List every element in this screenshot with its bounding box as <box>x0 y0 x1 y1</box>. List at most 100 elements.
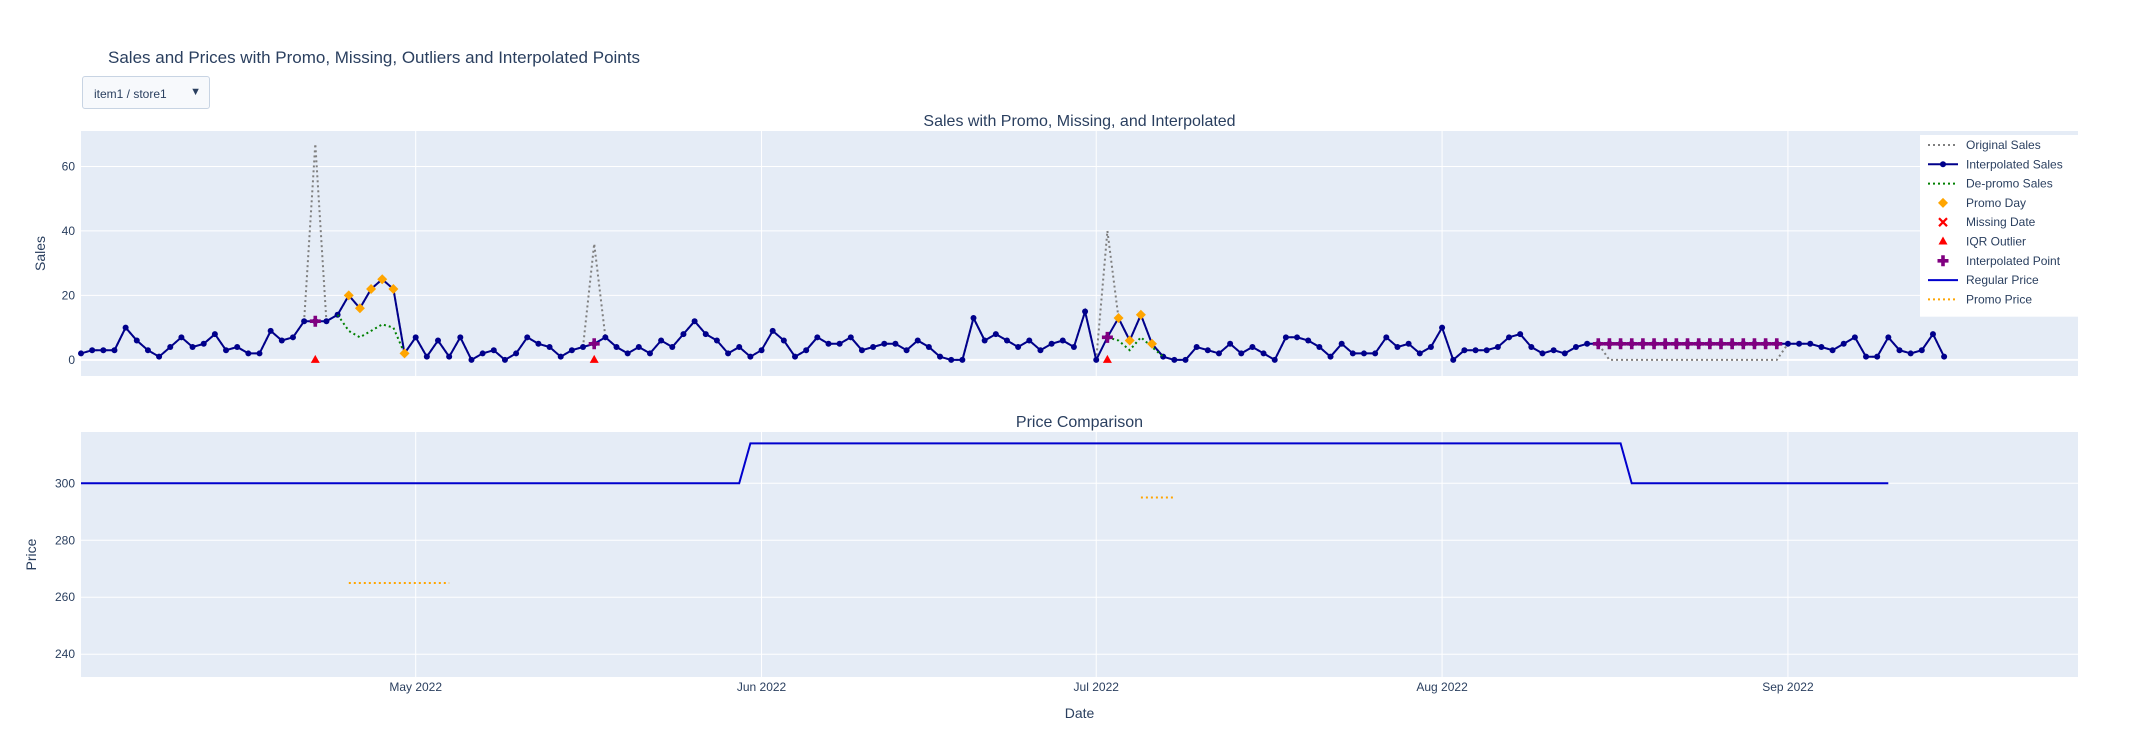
interpolated-sales-point <box>691 318 698 325</box>
promo-day-marker <box>366 283 377 294</box>
promo-day-marker <box>388 283 399 294</box>
interpolated-sales-point <box>1784 340 1791 347</box>
interpolated-point-marker <box>1760 338 1772 350</box>
interpolated-sales-point <box>658 337 665 344</box>
legend-item: Promo Day <box>1938 196 2026 210</box>
interpolated-sales-point <box>1305 337 1312 344</box>
sales-y-tick-label: 40 <box>62 224 76 238</box>
interpolated-sales-point <box>1093 356 1100 363</box>
interpolated-sales-point <box>1372 350 1379 357</box>
legend-item: Interpolated Sales <box>1928 157 2063 171</box>
interpolated-sales-point <box>1907 350 1914 357</box>
interpolated-sales-point <box>780 337 787 344</box>
interpolated-sales-point <box>713 337 720 344</box>
interpolated-sales-point <box>847 334 854 341</box>
interpolated-sales-point <box>1394 343 1401 350</box>
interpolated-sales-point <box>435 337 442 344</box>
interpolated-sales-point <box>1360 350 1367 357</box>
legend-label: Original Sales <box>1966 138 2041 152</box>
interpolated-sales-point <box>78 350 84 357</box>
interpolated-sales-point <box>613 343 620 350</box>
price-x-tick-label: Jun 2022 <box>737 680 787 694</box>
legend-label: Missing Date <box>1966 215 2036 229</box>
interpolated-sales-point <box>903 347 910 354</box>
interpolated-sales-point <box>1193 343 1200 350</box>
iqr-outlier-marker <box>1102 354 1112 363</box>
interpolated-sales-point <box>580 343 587 350</box>
legend-swatch-marker <box>1940 161 1946 168</box>
price-y-axis-label: Price <box>23 538 39 570</box>
interpolated-sales-point <box>1037 347 1044 354</box>
interpolated-sales-point <box>557 353 564 360</box>
interpolated-sales-point <box>1227 340 1234 347</box>
promo-day-marker <box>1124 335 1135 346</box>
interpolated-point-marker <box>1637 338 1649 350</box>
interpolated-sales-point <box>111 347 118 354</box>
series-selector-dropdown[interactable]: item1 / store1 ▼ <box>82 76 210 109</box>
interpolated-sales-point <box>423 353 430 360</box>
interpolated-point-marker <box>1693 338 1705 350</box>
interpolated-sales-point <box>892 340 899 347</box>
interpolated-point-marker <box>1682 338 1694 350</box>
legend-label: Interpolated Point <box>1966 254 2061 268</box>
interpolated-sales-point <box>1349 350 1356 357</box>
interpolated-sales-point <box>167 343 174 350</box>
interpolated-point-marker <box>1715 338 1727 350</box>
interpolated-sales-point <box>446 353 453 360</box>
de-promo-sales-line <box>336 314 406 354</box>
promo-day-marker <box>399 348 410 359</box>
interpolated-sales-point <box>1918 347 1925 354</box>
interpolated-sales-point <box>736 343 743 350</box>
interpolated-sales-point <box>948 356 955 363</box>
legend-item: De-promo Sales <box>1928 177 2053 191</box>
regular-price-line <box>81 442 1889 485</box>
interpolated-sales-point <box>323 318 330 325</box>
promo-day-marker <box>1113 312 1124 323</box>
interpolated-sales-point <box>646 350 653 357</box>
interpolated-sales-point <box>156 353 163 360</box>
interpolated-sales-point <box>836 340 843 347</box>
interpolated-sales-point <box>702 331 709 338</box>
interpolated-sales-point <box>1082 308 1089 315</box>
interpolated-sales-point <box>1517 331 1524 338</box>
interpolated-point-marker <box>1748 338 1760 350</box>
iqr-outlier-marker <box>310 354 320 363</box>
price-y-tick-label: 260 <box>55 590 75 604</box>
interpolated-sales-point <box>1215 350 1222 357</box>
interpolated-sales-point <box>981 337 988 344</box>
interpolated-sales-point <box>814 334 821 341</box>
legend-item: Promo Price <box>1928 292 2032 306</box>
legend-label: IQR Outlier <box>1966 235 2026 249</box>
interpolated-sales-point <box>468 356 475 363</box>
interpolated-sales-point <box>1539 350 1546 357</box>
interpolated-sales-point <box>1059 337 1066 344</box>
price-subplot-title: Price Comparison <box>1016 414 1143 431</box>
interpolated-sales-point <box>803 347 810 354</box>
interpolated-sales-point <box>1506 334 1513 341</box>
interpolated-sales-point <box>1026 337 1033 344</box>
price-x-tick-label: Aug 2022 <box>1416 680 1468 694</box>
sales-y-axis-label: Sales <box>32 236 48 271</box>
interpolated-sales-point <box>1483 347 1490 354</box>
interpolated-sales-point <box>1840 340 1847 347</box>
interpolated-sales-point <box>245 350 252 357</box>
x-axis-label: Date <box>1065 705 1095 721</box>
interpolated-sales-point <box>223 347 230 354</box>
legend-swatch <box>1938 197 1948 208</box>
legend-swatch <box>1938 217 1948 227</box>
interpolated-sales-point <box>1316 343 1323 350</box>
price-x-ticks: May 2022 Jun 2022 Jul 2022 Aug 2022 Sep 2022 <box>389 680 1814 694</box>
dropdown-selected-value: item1 / store1 <box>94 87 167 101</box>
legend-swatch <box>1938 236 1948 245</box>
interpolated-sales-point <box>1584 340 1591 347</box>
interpolated-point-marker <box>1603 338 1615 350</box>
promo-day-marker <box>1135 309 1146 320</box>
chevron-down-icon: ▼ <box>190 86 201 98</box>
interpolated-sales-point <box>1874 353 1881 360</box>
interpolated-sales-point <box>725 350 732 357</box>
interpolated-sales-point <box>1550 347 1557 354</box>
de-promo-sales-line <box>1107 335 1164 358</box>
interpolated-sales-point <box>211 331 218 338</box>
interpolated-sales-point <box>959 356 966 363</box>
interpolated-sales-point <box>100 347 107 354</box>
